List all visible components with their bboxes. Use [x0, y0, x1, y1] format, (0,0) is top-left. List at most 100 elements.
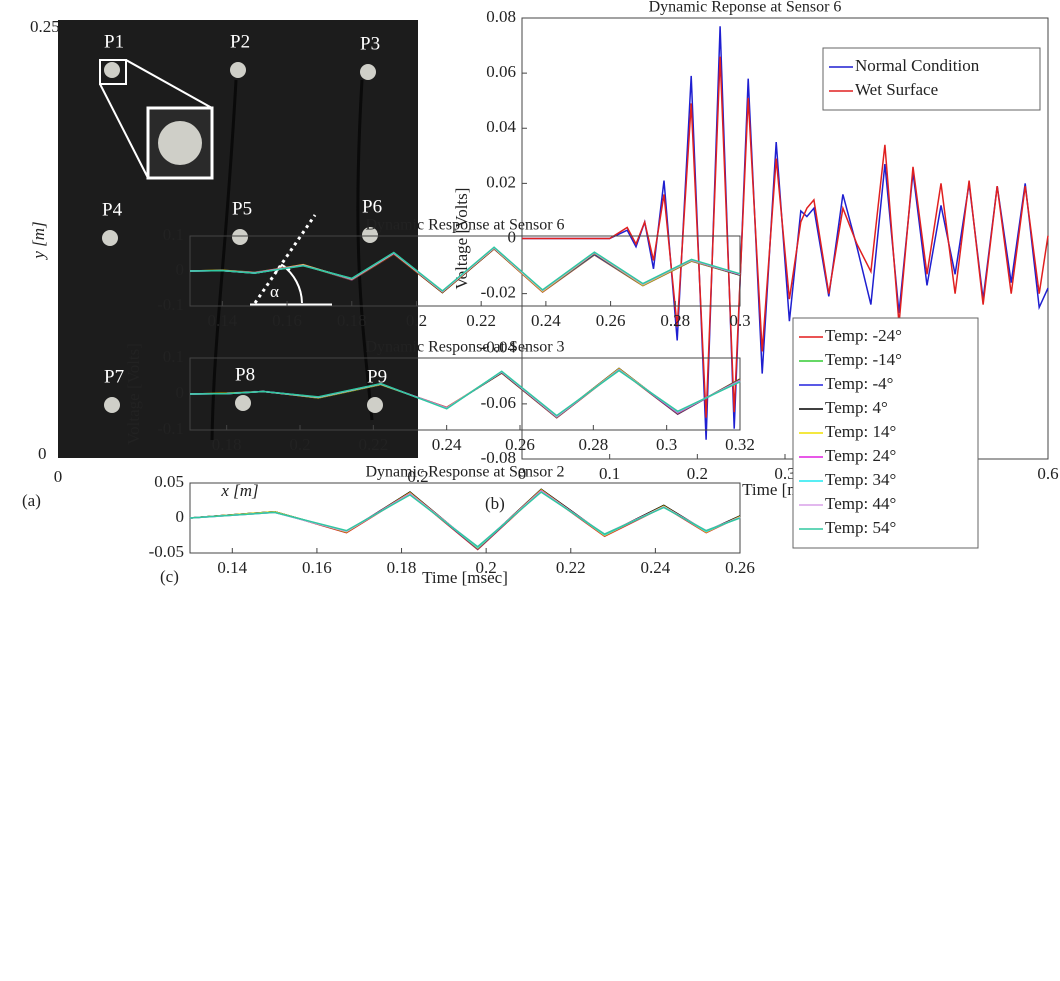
zoom-lines: [99, 59, 213, 179]
legend-label: Temp: -4°: [825, 374, 893, 393]
legend-label: Temp: 34°: [825, 470, 896, 489]
sensor: [362, 227, 378, 243]
x-tick-label: 0.32: [725, 435, 755, 454]
x-tick-label: 0.1: [599, 464, 620, 483]
y-tick-label: -0.04: [481, 338, 517, 357]
x-tick-label: 0: [54, 467, 63, 486]
x-tick-label: 0.2: [289, 435, 310, 454]
chart-title: Dynamic Response at Sensor 3: [365, 339, 564, 356]
x-tick-label: 0.3: [656, 435, 677, 454]
series-line: [189, 489, 741, 550]
legend-label: Temp: 4°: [825, 398, 888, 417]
x-tick-label: 0.14: [207, 311, 237, 330]
x-tick-label: 0.3: [729, 311, 750, 330]
x-tick-label: 0.14: [217, 558, 247, 577]
y-tick-label: -0.08: [481, 448, 516, 467]
y-tick-label: -0.1: [157, 295, 184, 314]
x-tick-label: 0.28: [578, 435, 608, 454]
x-tick-label: 0.24: [641, 558, 671, 577]
x-tick-label: 0.24: [531, 311, 561, 330]
y-tick-label: 0.1: [163, 347, 184, 366]
x-tick-label: 0.22: [358, 435, 388, 454]
zoom-source: [99, 59, 127, 85]
y-tick-label: 0.06: [486, 62, 516, 81]
x-tick-label: 0.18: [337, 311, 367, 330]
chart-title: Dynamic Response at Sensor 2: [365, 464, 564, 481]
panel-label: (c): [160, 567, 179, 586]
sensor-label: P8: [235, 364, 255, 385]
x-tick-label: 0.24: [432, 435, 462, 454]
series-line: [189, 489, 741, 550]
legend-label: Temp: -24°: [825, 326, 902, 345]
y-tick-label: 0: [508, 227, 517, 246]
y-tick-label: -0.1: [157, 419, 184, 438]
x-tick-label: 0.28: [660, 311, 690, 330]
sensor-label: P1: [104, 31, 124, 52]
x-tick-label: 0: [518, 464, 527, 483]
y-tick-label: 0: [176, 383, 185, 402]
y-tick-label: 0.02: [486, 172, 516, 191]
legend-label: Temp: 44°: [825, 494, 896, 513]
series-line: [189, 246, 741, 292]
x-tick-label: 0.18: [387, 558, 417, 577]
series-line: [522, 56, 1049, 418]
y-axis-label: Voltage [Volts]: [124, 343, 143, 445]
sensor: [232, 229, 248, 245]
y-tick-label: 0.25: [30, 17, 60, 36]
x-tick-label: 0.2: [406, 311, 427, 330]
x-tick-label: 0.26: [725, 558, 755, 577]
sensor-label: P9: [367, 366, 387, 387]
sensor: [102, 230, 118, 246]
y-tick-label: 0.1: [163, 225, 184, 244]
sensor: [104, 62, 120, 78]
chart-title: Dynamic Response at Sensor 6: [365, 217, 564, 234]
y-tick-label: 0.04: [486, 117, 516, 136]
x-tick-label: 0.2: [407, 467, 428, 486]
x-tick-label: 0.2: [687, 464, 708, 483]
x-tick-label: 0.18: [212, 435, 242, 454]
sensor: [360, 64, 376, 80]
y-axis-label: y [m]: [29, 221, 48, 260]
y-axis-label: Voltage [Volts]: [452, 188, 471, 290]
plot-frame: [189, 482, 741, 554]
series-line: [189, 369, 741, 417]
sensor: [235, 395, 251, 411]
legend-label: Temp: 54°: [825, 518, 896, 537]
sensor-label: P5: [232, 198, 252, 219]
x-tick-label: 0.3: [774, 464, 795, 483]
panel-label: (a): [22, 491, 41, 510]
x-axis-label: Time [msec]: [422, 568, 508, 587]
sensor-label: P4: [102, 199, 123, 220]
legend-box: [822, 47, 1041, 111]
panel-label: (b): [485, 494, 505, 513]
y-tick-label: 0.08: [486, 7, 516, 26]
chart-title: Dynamic Reponse at Sensor 6: [649, 0, 842, 16]
sensor-label: P7: [104, 366, 124, 387]
sensor: [104, 397, 120, 413]
x-tick-label: 0.22: [466, 311, 496, 330]
y-tick-label: -0.06: [481, 393, 516, 412]
y-tick-label: 0.05: [154, 472, 184, 491]
sensor-label: P3: [360, 33, 380, 54]
legend-label: Wet Surface: [855, 80, 938, 99]
x-tick-label: 0.26: [505, 435, 535, 454]
sensor: [230, 62, 246, 78]
legend-label: Temp: -14°: [825, 350, 902, 369]
angle-label: α: [270, 282, 279, 301]
sensor: [367, 397, 383, 413]
x-tick-label: 0.2: [476, 558, 497, 577]
x-tick-label: 0.6: [1037, 464, 1058, 483]
y-tick-label: 0: [176, 260, 185, 279]
y-tick-label: 0: [38, 444, 47, 463]
sensor-label: P6: [362, 196, 382, 217]
legend-box: [792, 317, 979, 549]
y-tick-label: -0.05: [149, 542, 184, 561]
series-line: [189, 489, 741, 551]
x-tick-label: 0.26: [596, 311, 626, 330]
zoom-sensor: [158, 121, 202, 165]
y-tick-label: 0: [176, 507, 185, 526]
y-tick-label: -0.02: [481, 283, 516, 302]
legend-label: Normal Condition: [855, 56, 980, 75]
